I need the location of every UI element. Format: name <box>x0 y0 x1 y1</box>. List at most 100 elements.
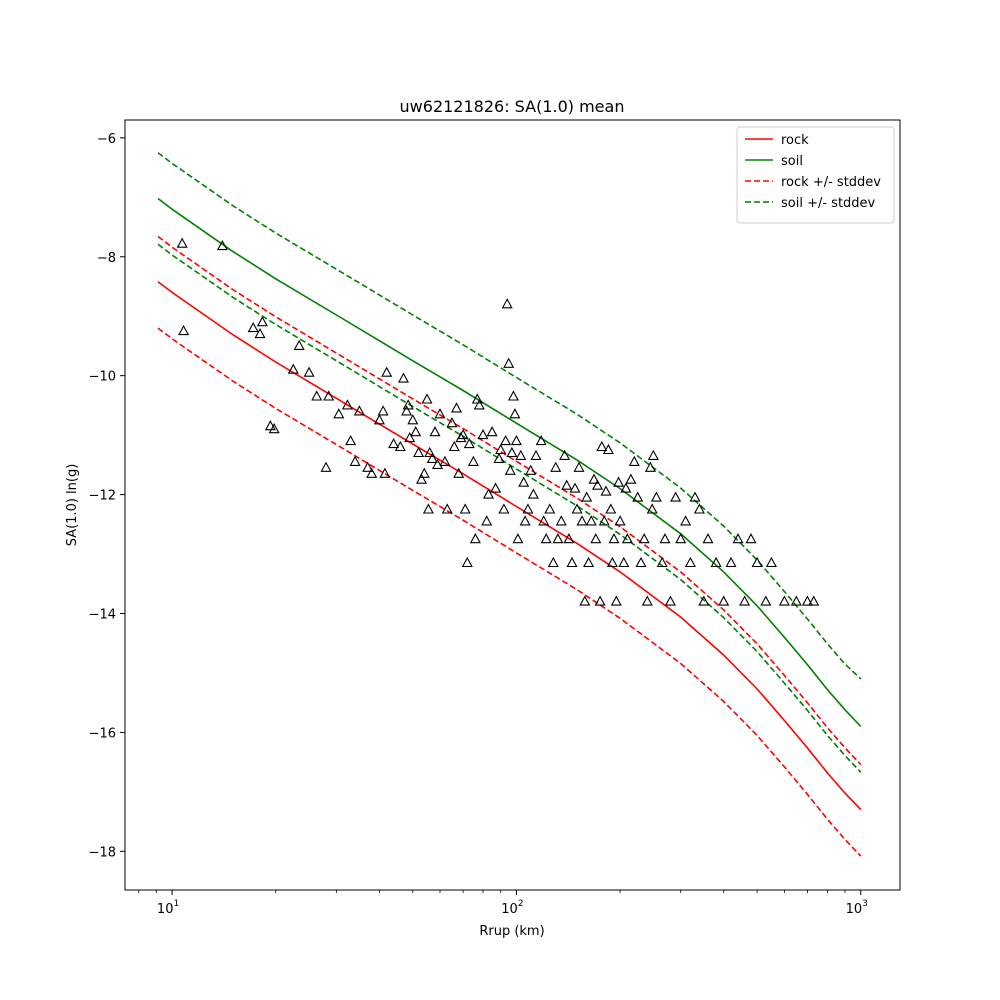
y-tick-label-5: −16 <box>89 726 116 741</box>
data-point-98 <box>579 595 591 606</box>
data-point-48 <box>453 467 465 478</box>
data-point-112 <box>608 533 620 544</box>
data-point-65 <box>498 503 510 514</box>
x-tick-label-2: 103 <box>846 899 868 917</box>
data-point-115 <box>614 515 626 526</box>
data-point-34 <box>415 473 428 484</box>
data-point-79 <box>525 464 537 475</box>
data-point-124 <box>641 595 653 606</box>
data-point-12 <box>320 461 332 472</box>
plot-area <box>157 152 862 857</box>
y-tick-label-0: −6 <box>97 132 116 147</box>
data-point-137 <box>693 503 705 514</box>
data-point-95 <box>571 503 583 514</box>
data-point-14 <box>333 408 345 419</box>
data-point-138 <box>698 595 710 606</box>
data-point-68 <box>503 357 515 368</box>
data-point-87 <box>550 461 562 472</box>
data-point-15 <box>341 399 353 410</box>
x-tick-label-base-1: 10 <box>501 902 518 917</box>
series-line-0 <box>157 281 862 811</box>
data-point-93 <box>566 556 578 568</box>
data-point-117 <box>620 482 632 493</box>
data-point-77 <box>519 515 531 526</box>
data-point-2 <box>216 239 228 251</box>
data-point-75 <box>515 449 527 460</box>
data-point-116 <box>618 556 630 568</box>
data-point-8 <box>287 363 299 374</box>
axes-frame <box>124 119 901 891</box>
data-point-125 <box>644 461 656 472</box>
data-point-30 <box>404 431 416 443</box>
data-point-44 <box>441 503 453 514</box>
data-point-143 <box>732 533 744 544</box>
data-point-64 <box>495 443 507 455</box>
data-point-136 <box>689 491 701 502</box>
y-tick-label-4: −14 <box>89 608 116 623</box>
data-point-9 <box>293 339 305 350</box>
data-point-134 <box>680 515 692 526</box>
data-point-139 <box>702 533 714 544</box>
data-point-149 <box>778 595 790 606</box>
data-point-128 <box>650 491 662 502</box>
data-point-20 <box>366 467 378 478</box>
data-point-101 <box>585 515 597 526</box>
data-point-57 <box>473 399 485 410</box>
y-axis-label: SA(1.0) ln(g) <box>65 464 80 547</box>
data-point-126 <box>646 503 658 514</box>
data-point-100 <box>583 556 595 568</box>
data-point-25 <box>388 437 400 449</box>
data-point-106 <box>596 440 608 452</box>
data-point-148 <box>765 556 777 568</box>
data-point-16 <box>345 434 357 446</box>
data-point-94 <box>569 482 581 493</box>
data-point-88 <box>552 533 564 544</box>
x-tick-label-exp-0: 1 <box>173 899 179 909</box>
data-point-6 <box>264 420 276 431</box>
data-point-76 <box>518 476 530 487</box>
data-point-140 <box>710 556 722 568</box>
data-point-18 <box>353 405 365 416</box>
data-point-145 <box>745 533 757 544</box>
data-point-109 <box>602 443 614 455</box>
data-point-84 <box>540 533 552 544</box>
legend-box <box>736 126 895 224</box>
data-point-45 <box>446 417 458 428</box>
data-point-52 <box>461 556 473 568</box>
data-point-144 <box>739 595 751 606</box>
data-point-67 <box>501 298 513 309</box>
data-point-92 <box>563 533 575 544</box>
data-point-39 <box>426 452 438 463</box>
data-point-59 <box>481 515 493 526</box>
legend-label-1: soil <box>781 154 803 169</box>
data-point-81 <box>530 449 542 460</box>
data-point-133 <box>675 533 687 544</box>
data-point-83 <box>538 515 550 526</box>
data-point-55 <box>469 533 481 544</box>
data-point-4 <box>254 327 266 339</box>
data-point-24 <box>381 366 393 377</box>
chart-title: uw62121826: SA(1.0) mean <box>400 97 625 116</box>
data-point-82 <box>535 434 547 446</box>
data-point-150 <box>790 595 802 606</box>
data-point-26 <box>394 440 406 452</box>
data-point-130 <box>659 533 671 544</box>
data-point-73 <box>510 434 522 446</box>
data-point-70 <box>506 446 518 458</box>
data-point-21 <box>373 414 385 425</box>
data-point-142 <box>725 556 737 568</box>
data-point-23 <box>379 467 391 478</box>
data-point-102 <box>588 473 600 484</box>
x-axis-label: Rrup (km) <box>479 924 544 939</box>
legend-label-2: rock +/- stddev <box>781 175 881 190</box>
data-point-80 <box>527 488 539 499</box>
y-axis: −6 −8 −10 −12 −14 −16 −18 <box>89 132 125 860</box>
data-point-74 <box>512 533 524 544</box>
data-point-19 <box>362 461 374 472</box>
data-point-28 <box>401 405 413 416</box>
y-tick-label-1: −8 <box>97 251 116 266</box>
data-point-120 <box>628 455 640 466</box>
data-point-66 <box>500 434 512 446</box>
data-point-72 <box>509 408 521 419</box>
data-point-132 <box>670 491 682 502</box>
